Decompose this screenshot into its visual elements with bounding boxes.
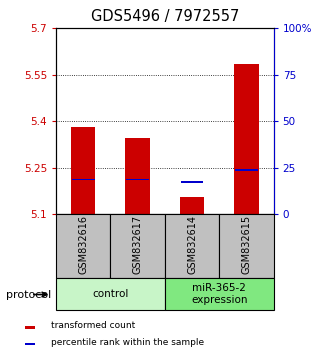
Bar	[25, 343, 36, 345]
Bar	[180, 197, 204, 214]
Bar	[56, 214, 110, 278]
Text: GSM832616: GSM832616	[78, 215, 88, 274]
Text: GSM832614: GSM832614	[187, 215, 197, 274]
Bar	[125, 138, 150, 214]
Title: GDS5496 / 7972557: GDS5496 / 7972557	[91, 9, 239, 24]
Bar	[180, 181, 204, 183]
Text: GSM832617: GSM832617	[132, 215, 143, 274]
Bar	[219, 214, 274, 278]
Text: control: control	[92, 289, 129, 299]
Bar	[234, 64, 259, 214]
Text: transformed count: transformed count	[51, 321, 136, 330]
Bar	[165, 214, 219, 278]
Text: percentile rank within the sample: percentile rank within the sample	[51, 338, 204, 347]
Text: protocol: protocol	[6, 290, 52, 299]
Bar	[165, 278, 274, 310]
Bar	[56, 278, 165, 310]
Bar	[72, 178, 95, 181]
Bar	[71, 127, 95, 214]
Bar	[25, 326, 36, 329]
Text: GSM832615: GSM832615	[241, 215, 252, 274]
Bar	[235, 169, 258, 171]
Text: miR-365-2
expression: miR-365-2 expression	[191, 283, 247, 305]
Bar	[110, 214, 165, 278]
Bar	[126, 178, 149, 181]
